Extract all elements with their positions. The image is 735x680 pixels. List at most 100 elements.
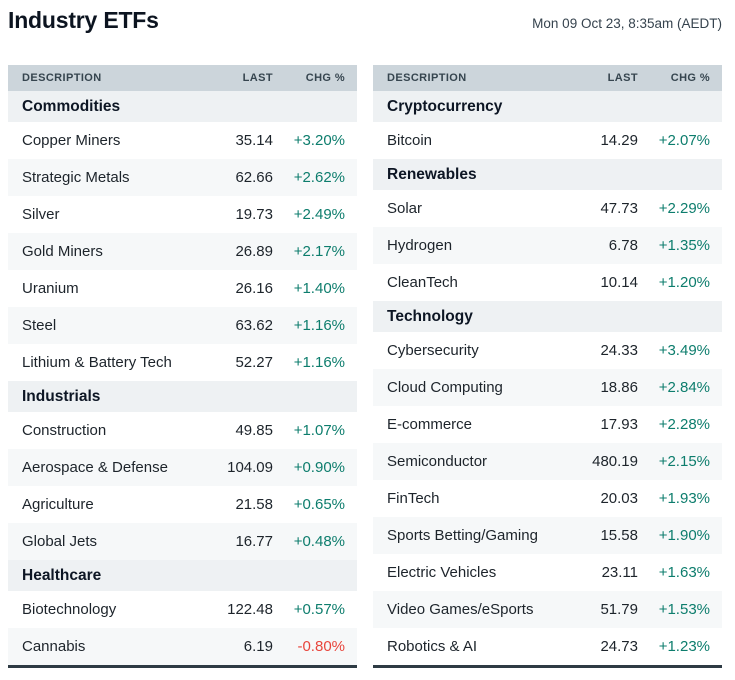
etf-row[interactable]: Cloud Computing 18.86 +2.84% bbox=[373, 369, 722, 406]
section-title: Cryptocurrency bbox=[387, 97, 503, 115]
etf-last-value: 52.27 bbox=[235, 354, 273, 371]
etf-last-value: 17.93 bbox=[600, 416, 638, 433]
etf-table-right-body: Cryptocurrency Bitcoin 14.29 +2.07% Rene… bbox=[373, 91, 722, 665]
etf-name: Lithium & Battery Tech bbox=[22, 354, 172, 371]
etf-change-percent: +1.40% bbox=[293, 280, 345, 297]
etf-change-percent: +2.07% bbox=[658, 132, 710, 149]
etf-last-value: 480.19 bbox=[592, 453, 638, 470]
etf-name: E-commerce bbox=[387, 416, 473, 433]
etf-row[interactable]: Hydrogen 6.78 +1.35% bbox=[373, 227, 722, 264]
section-title: Technology bbox=[387, 307, 473, 325]
etf-name: Cybersecurity bbox=[387, 342, 479, 359]
etf-name: Agriculture bbox=[22, 496, 94, 513]
etf-row[interactable]: Steel 63.62 +1.16% bbox=[8, 307, 357, 344]
etf-row[interactable]: Bitcoin 14.29 +2.07% bbox=[373, 122, 722, 159]
etf-row[interactable]: Sports Betting/Gaming 15.58 +1.90% bbox=[373, 517, 722, 554]
etf-row[interactable]: Lithium & Battery Tech 52.27 +1.16% bbox=[8, 344, 357, 381]
section-title: Industrials bbox=[22, 387, 101, 405]
etf-change-percent: +3.49% bbox=[658, 342, 710, 359]
etf-last-value: 19.73 bbox=[235, 206, 273, 223]
etf-row[interactable]: Silver 19.73 +2.49% bbox=[8, 196, 357, 233]
etf-change-percent: +2.49% bbox=[293, 206, 345, 223]
etf-name: Uranium bbox=[22, 280, 79, 297]
etf-change-percent: +1.53% bbox=[658, 601, 710, 618]
etf-last-value: 51.79 bbox=[600, 601, 638, 618]
etf-last-value: 24.73 bbox=[600, 638, 638, 655]
column-header-row: DESCRIPTION LAST CHG % bbox=[373, 65, 722, 91]
etf-last-value: 26.89 bbox=[235, 243, 273, 260]
etf-change-percent: +2.15% bbox=[658, 453, 710, 470]
etf-row[interactable]: Video Games/eSports 51.79 +1.53% bbox=[373, 591, 722, 628]
etf-last-value: 6.78 bbox=[608, 237, 638, 254]
etf-row[interactable]: Agriculture 21.58 +0.65% bbox=[8, 486, 357, 523]
etf-last-value: 104.09 bbox=[227, 459, 273, 476]
etf-change-percent: +0.90% bbox=[293, 459, 345, 476]
etf-last-value: 26.16 bbox=[235, 280, 273, 297]
section-title: Commodities bbox=[22, 97, 121, 115]
etf-name: Global Jets bbox=[22, 533, 98, 550]
section-header-row: Renewables bbox=[373, 159, 722, 190]
page-title: Industry ETFs bbox=[8, 7, 159, 33]
column-header-last: LAST bbox=[242, 72, 273, 84]
etf-change-percent: +1.90% bbox=[658, 527, 710, 544]
etf-row[interactable]: Robotics & AI 24.73 +1.23% bbox=[373, 628, 722, 665]
etf-change-percent: +3.20% bbox=[293, 132, 345, 149]
etf-row[interactable]: Construction 49.85 +1.07% bbox=[8, 412, 357, 449]
etf-row[interactable]: Gold Miners 26.89 +2.17% bbox=[8, 233, 357, 270]
etf-change-percent: +1.16% bbox=[293, 317, 345, 334]
etf-last-value: 6.19 bbox=[243, 638, 273, 655]
etf-last-value: 23.11 bbox=[601, 564, 638, 581]
etf-name: Solar bbox=[387, 200, 423, 217]
etf-name: Strategic Metals bbox=[22, 169, 130, 186]
section-title: Renewables bbox=[387, 165, 477, 183]
etf-row[interactable]: Strategic Metals 62.66 +2.62% bbox=[8, 159, 357, 196]
etf-row[interactable]: Cybersecurity 24.33 +3.49% bbox=[373, 332, 722, 369]
etf-row[interactable]: CleanTech 10.14 +1.20% bbox=[373, 264, 722, 301]
etf-last-value: 49.85 bbox=[235, 422, 273, 439]
etf-change-percent: +2.29% bbox=[658, 200, 710, 217]
etf-change-percent: +1.16% bbox=[293, 354, 345, 371]
etf-change-percent: +2.84% bbox=[658, 379, 710, 396]
etf-row[interactable]: Global Jets 16.77 +0.48% bbox=[8, 523, 357, 560]
etf-table-left-body: Commodities Copper Miners 35.14 +3.20% S… bbox=[8, 91, 357, 665]
section-header-row: Cryptocurrency bbox=[373, 91, 722, 122]
etf-row[interactable]: Aerospace & Defense 104.09 +0.90% bbox=[8, 449, 357, 486]
etf-change-percent: +2.28% bbox=[658, 416, 710, 433]
etf-row[interactable]: Electric Vehicles 23.11 +1.63% bbox=[373, 554, 722, 591]
column-header-chg: CHG % bbox=[305, 72, 345, 84]
etf-last-value: 16.77 bbox=[235, 533, 273, 550]
etf-change-percent: +1.63% bbox=[658, 564, 710, 581]
etf-name: CleanTech bbox=[387, 274, 458, 291]
etf-last-value: 24.33 bbox=[600, 342, 638, 359]
section-header-row: Commodities bbox=[8, 91, 357, 122]
etf-last-value: 63.62 bbox=[235, 317, 273, 334]
etf-name: Gold Miners bbox=[22, 243, 103, 260]
etf-name: Bitcoin bbox=[387, 132, 433, 149]
etf-row[interactable]: Biotechnology 122.48 +0.57% bbox=[8, 591, 357, 628]
etf-name: Steel bbox=[22, 317, 57, 334]
etf-row[interactable]: Semiconductor 480.19 +2.15% bbox=[373, 443, 722, 480]
etf-row[interactable]: Copper Miners 35.14 +3.20% bbox=[8, 122, 357, 159]
etf-last-value: 21.58 bbox=[235, 496, 273, 513]
etf-row[interactable]: E-commerce 17.93 +2.28% bbox=[373, 406, 722, 443]
etf-name: Silver bbox=[22, 206, 60, 223]
etf-last-value: 20.03 bbox=[600, 490, 638, 507]
etf-change-percent: +2.17% bbox=[293, 243, 345, 260]
etf-last-value: 122.48 bbox=[227, 601, 273, 618]
etf-name: Aerospace & Defense bbox=[22, 459, 168, 476]
column-header-row: DESCRIPTION LAST CHG % bbox=[8, 65, 357, 91]
etf-name: Copper Miners bbox=[22, 132, 121, 149]
etf-change-percent: +1.93% bbox=[658, 490, 710, 507]
etf-row[interactable]: FinTech 20.03 +1.93% bbox=[373, 480, 722, 517]
etf-name: Robotics & AI bbox=[387, 638, 478, 655]
etf-name: Electric Vehicles bbox=[387, 564, 497, 581]
etf-last-value: 18.86 bbox=[600, 379, 638, 396]
section-title: Healthcare bbox=[22, 566, 102, 584]
etf-row[interactable]: Solar 47.73 +2.29% bbox=[373, 190, 722, 227]
etf-last-value: 62.66 bbox=[235, 169, 273, 186]
etf-row[interactable]: Cannabis 6.19 -0.80% bbox=[8, 628, 357, 665]
etf-name: Cannabis bbox=[22, 638, 86, 655]
etf-name: Biotechnology bbox=[22, 601, 117, 618]
etf-last-value: 15.58 bbox=[600, 527, 638, 544]
etf-row[interactable]: Uranium 26.16 +1.40% bbox=[8, 270, 357, 307]
